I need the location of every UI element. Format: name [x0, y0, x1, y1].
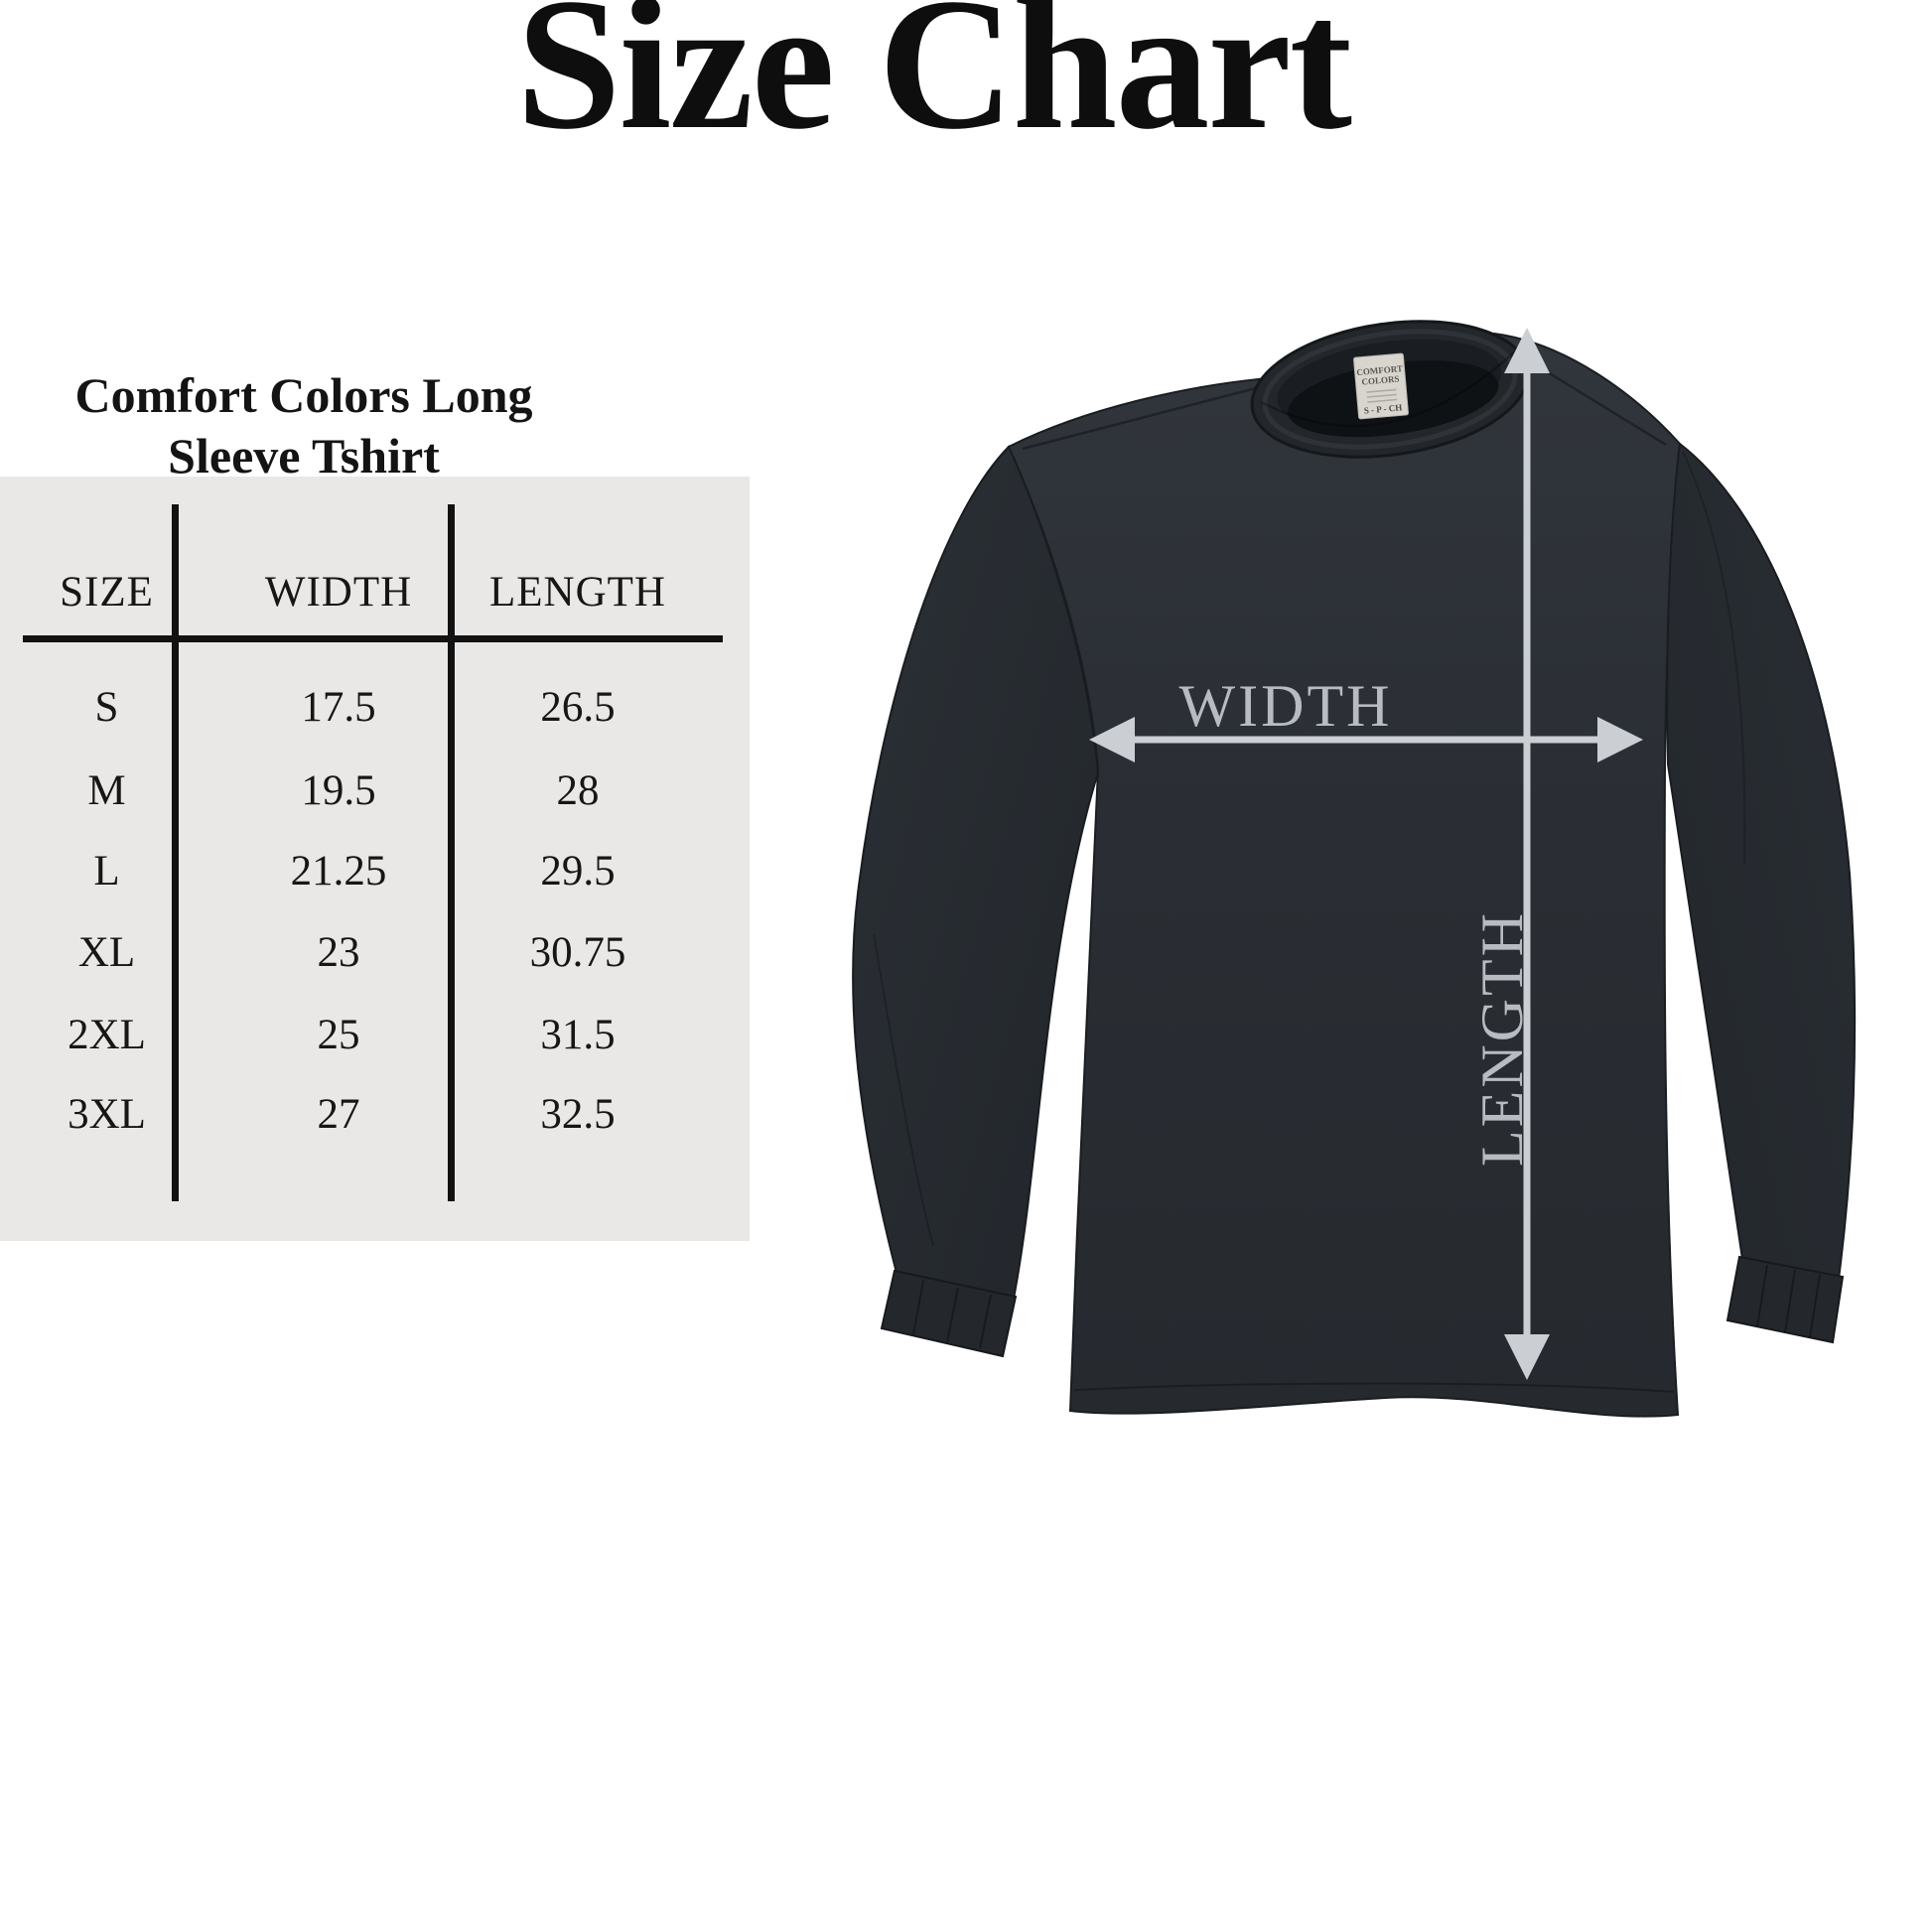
cell-length: 29.5	[540, 848, 616, 895]
cell-length: 31.5	[540, 1012, 616, 1058]
cell-size: S	[94, 684, 119, 731]
collar-front-seam	[1260, 348, 1518, 428]
table-column-divider-1	[172, 504, 179, 1201]
width-arrow	[1089, 717, 1643, 762]
table-row: L 21.25 29.5	[0, 837, 750, 906]
cell-size: XL	[77, 929, 136, 976]
shoulder-seam-left	[1022, 379, 1284, 451]
table-header-rule	[23, 635, 723, 642]
table-header-row: SIZE WIDTH LENGTH	[0, 558, 750, 627]
cell-length: 28	[556, 767, 600, 814]
cell-width: 19.5	[301, 767, 376, 814]
column-header-size: SIZE	[60, 569, 154, 616]
product-heading: Comfort Colors Long Sleeve Tshirt	[74, 367, 533, 483]
shirt-body	[1007, 332, 1682, 1418]
sleeve-fold-right	[1682, 451, 1746, 865]
cell-size: 2XL	[68, 1012, 146, 1058]
cell-width: 21.25	[290, 848, 387, 895]
cell-width: 25	[317, 1012, 360, 1058]
table-row: XL 23 30.75	[0, 918, 750, 988]
tag-brand-line2: COLORS	[1361, 373, 1400, 386]
table-column-divider-2	[448, 504, 455, 1201]
shirt-left-cuff	[880, 1269, 1018, 1358]
cell-length: 30.75	[529, 929, 626, 976]
page-title: Size Chart	[515, 0, 1352, 169]
collar-tag: COMFORT COLORS S - P - CH	[1353, 352, 1409, 420]
length-arrow	[1504, 328, 1550, 1380]
cell-size: L	[93, 848, 120, 895]
table-row: 3XL 27 32.5	[0, 1080, 750, 1150]
width-label: WIDTH	[1179, 673, 1393, 739]
cell-length: 26.5	[540, 684, 616, 731]
left-cuff-ribbing	[912, 1280, 992, 1349]
shirt-right-cuff	[1725, 1255, 1845, 1344]
cell-size: 3XL	[68, 1091, 146, 1138]
length-label: LENGTH	[1469, 910, 1535, 1167]
cell-width: 23	[317, 929, 360, 976]
column-header-length: LENGTH	[489, 569, 666, 616]
shirt-right-sleeve	[1666, 442, 1857, 1281]
table-row: M 19.5 28	[0, 757, 750, 826]
hem-stitch	[1073, 1382, 1675, 1393]
right-cuff-ribbing	[1756, 1264, 1821, 1338]
cell-length: 32.5	[540, 1091, 616, 1138]
column-header-width: WIDTH	[264, 569, 413, 616]
cell-size: M	[87, 767, 126, 814]
sleeve-crease-left	[873, 932, 934, 1247]
table-row: S 17.5 26.5	[0, 673, 750, 743]
size-table-panel: SIZE WIDTH LENGTH S 17.5 26.5 M 19.5 28 …	[0, 477, 750, 1241]
tag-brand-line1: COMFORT	[1356, 363, 1403, 377]
table-row: 2XL 25 31.5	[0, 1001, 750, 1070]
cell-width: 27	[317, 1091, 360, 1138]
tag-size-text: S - P - CH	[1363, 402, 1402, 415]
cell-width: 17.5	[301, 684, 376, 731]
